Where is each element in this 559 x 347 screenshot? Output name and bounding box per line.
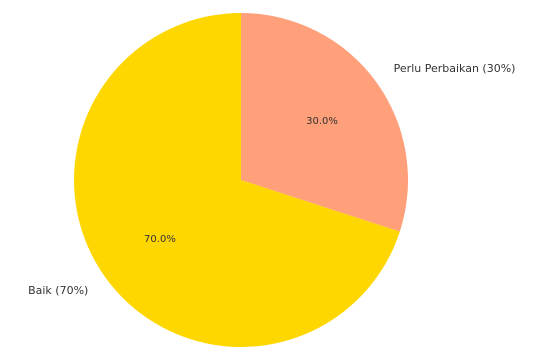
pie-labels: 30.0% Perlu Perbaikan (30%) 70.0% Baik (70%… — [28, 62, 515, 297]
pie-slice-1-pct-label: 70.0% — [144, 234, 176, 245]
pie-slices — [74, 13, 409, 347]
pie-slice-0 — [241, 13, 409, 232]
pie-slice-1 — [74, 13, 400, 347]
pie-slice-1-category-label: Baik (70%) — [28, 284, 88, 297]
pie-slice-0-pct-label: 30.0% — [306, 116, 338, 127]
pie-slice-0-category-label: Perlu Perbaikan (30%) — [394, 62, 516, 75]
